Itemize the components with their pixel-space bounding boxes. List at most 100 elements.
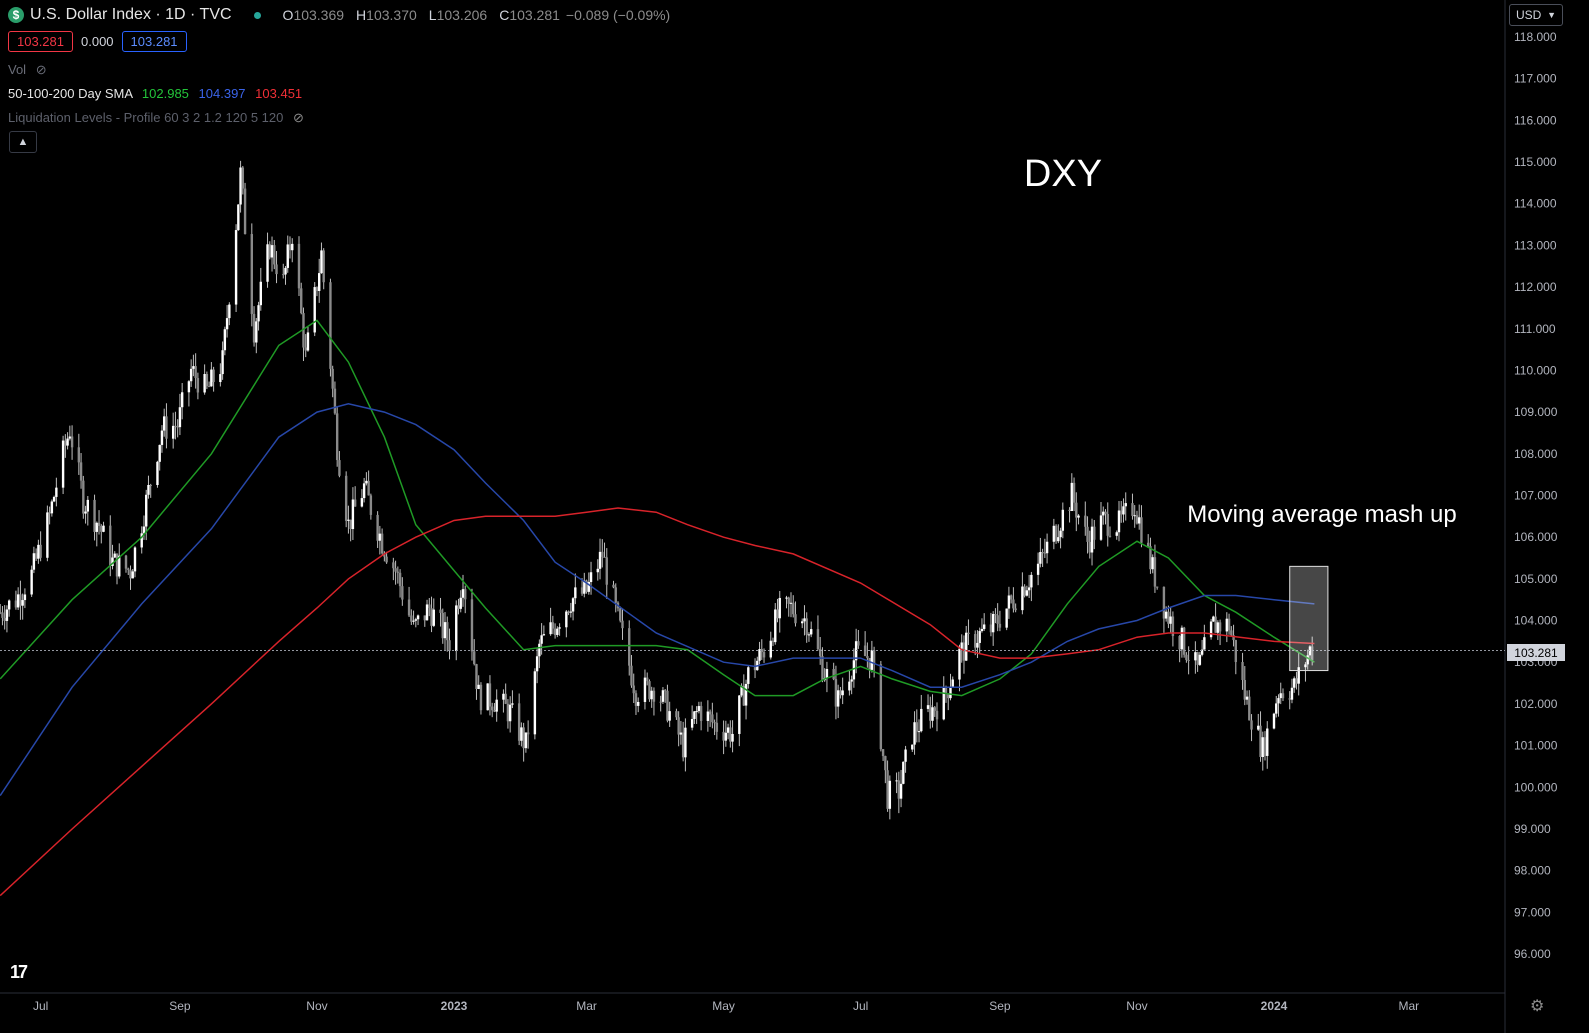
candle-body [724, 732, 728, 741]
sma-legend[interactable]: 50-100-200 Day SMA 102.985 104.397 103.4… [8, 86, 302, 101]
candle-body [949, 687, 952, 699]
candle-body [165, 416, 168, 439]
candle-body [962, 642, 966, 661]
candle-body [252, 313, 256, 343]
candle-body [553, 628, 557, 635]
candle-body [769, 640, 772, 658]
candle-body [486, 683, 489, 711]
candle-body [684, 727, 687, 758]
candle-body [1030, 574, 1033, 588]
candle-body [297, 243, 301, 289]
candle-body [1133, 515, 1136, 517]
bid-price-button[interactable]: 103.281 [8, 31, 73, 52]
candle-body [911, 744, 914, 750]
candle-body [82, 480, 85, 514]
candle-body [637, 701, 640, 706]
candle-body [383, 553, 386, 557]
time-tick-label: Sep [169, 999, 191, 1013]
candle-body [210, 369, 213, 387]
candle-body [131, 571, 134, 579]
liquidation-legend[interactable]: Liquidation Levels - Profile 60 3 2 1.2 … [8, 110, 304, 126]
candle-body [836, 690, 840, 707]
candle-body [1120, 510, 1123, 515]
candle-body [392, 562, 395, 569]
candle-body [84, 511, 87, 514]
candle-body [1171, 616, 1175, 637]
candle-body [1068, 509, 1071, 511]
candle-body [302, 313, 305, 348]
candle-body [1077, 515, 1080, 518]
ask-price-button[interactable]: 103.281 [121, 31, 187, 52]
candle-body [526, 732, 530, 735]
candle-body [306, 332, 310, 351]
candle-body [174, 425, 177, 427]
candle-body [338, 460, 341, 476]
price-tick-label: 104.000 [1514, 614, 1558, 628]
candle-body [145, 494, 148, 527]
candle-body [1146, 542, 1150, 547]
candle-body [351, 499, 355, 530]
candle-body [803, 618, 806, 622]
candle-body [508, 704, 512, 722]
currency-button[interactable]: USD ▼ [1509, 4, 1563, 26]
candle-body [787, 597, 790, 604]
price-tick-label: 111.000 [1514, 322, 1556, 336]
candle-body [778, 597, 781, 619]
candle-body [439, 609, 442, 613]
ohlc-close: C103.281 [499, 7, 560, 23]
candle-body [567, 611, 570, 613]
candle-body [432, 609, 435, 626]
candle-body [1185, 654, 1188, 660]
candle-body [1234, 640, 1238, 663]
candle-body [113, 553, 116, 558]
candle-body [5, 609, 9, 621]
candle-body [93, 499, 96, 532]
eye-hidden-icon[interactable]: ⊘ [35, 62, 47, 77]
candle-body [619, 608, 622, 621]
candles-layer [0, 160, 1314, 820]
tradingview-logo[interactable]: 17 [10, 962, 28, 982]
candle-body [477, 684, 480, 689]
sma-line [0, 319, 1315, 697]
price-tick-label: 118.000 [1514, 30, 1557, 44]
candle-body [1198, 654, 1202, 665]
candle-body [259, 281, 262, 306]
candle-body [621, 620, 624, 629]
price-tick-label: 98.000 [1514, 864, 1551, 878]
candle-body [369, 495, 373, 515]
time-axis[interactable]: Jul Sep Nov 2023 Mar May Jul Sep Nov 2024 Mar [33, 999, 1419, 1013]
volume-legend[interactable]: Vol ⊘ [8, 62, 47, 78]
candle-body [598, 551, 602, 569]
highlight-box[interactable] [1289, 565, 1329, 672]
candle-body [55, 487, 58, 497]
symbol-legend[interactable]: $ U.S. Dollar Index · 1D · TVC O103.369 … [8, 6, 670, 24]
candle-body [68, 436, 72, 439]
candle-body [677, 717, 680, 735]
candle-body [1180, 627, 1184, 650]
candle-body [3, 617, 6, 621]
symbol-title[interactable]: U.S. Dollar Index · 1D · TVC [30, 6, 232, 23]
sma100-value: 104.397 [198, 86, 246, 101]
gear-icon[interactable]: ⚙ [1530, 998, 1545, 1015]
candle-body [475, 664, 478, 689]
candle-body [884, 756, 887, 771]
candle-body [574, 587, 577, 599]
collapse-legend-button[interactable]: ▲ [9, 131, 37, 153]
spread-value: 0.000 [81, 34, 114, 49]
candle-body [929, 705, 932, 721]
candle-body [39, 544, 42, 558]
candle-body [832, 669, 835, 680]
chevron-down-icon: ▼ [1547, 10, 1556, 20]
candle-body [870, 650, 874, 670]
candle-body [223, 329, 227, 351]
price-tick-label: 99.000 [1514, 822, 1551, 836]
candle-body [0, 612, 2, 614]
candle-body [353, 499, 357, 507]
eye-hidden-icon[interactable]: ⊘ [293, 110, 304, 125]
candle-body [538, 643, 541, 657]
candle-body [731, 733, 734, 742]
candle-body [118, 555, 121, 577]
candle-body [367, 480, 370, 496]
price-axis[interactable]: 118.000 117.000 116.000 115.000 114.000 113.0… [1514, 30, 1558, 961]
